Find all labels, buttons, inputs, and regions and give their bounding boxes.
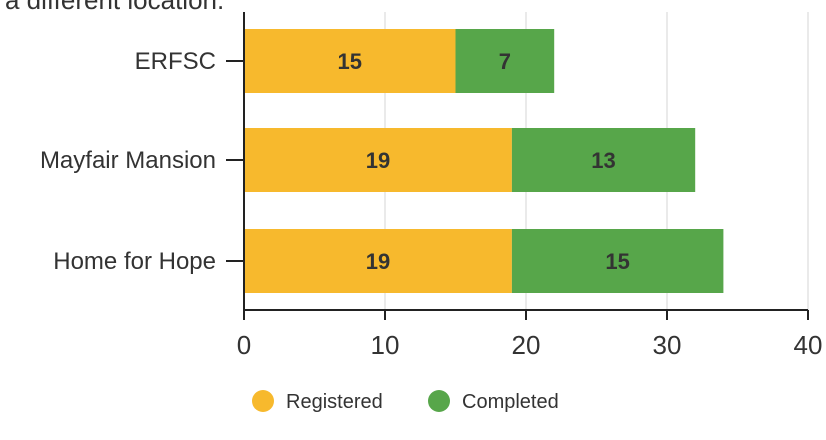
x-tick-label-20: 20 xyxy=(512,330,541,360)
bars: 15 7 19 13 19 15 xyxy=(244,29,724,293)
y-tick-label-2: Mayfair Mansion xyxy=(40,147,216,174)
bar-registered-3 xyxy=(244,229,512,293)
data-label-completed-3: 15 xyxy=(605,249,629,274)
legend-swatch-registered xyxy=(252,390,274,412)
legend: Registered Completed xyxy=(252,390,559,413)
legend-label-registered: Registered xyxy=(286,391,383,413)
x-tick-label-10: 10 xyxy=(371,330,400,360)
y-tick-label-1: ERFSC xyxy=(135,48,216,75)
data-label-registered-3: 19 xyxy=(366,249,390,274)
bar-completed-3 xyxy=(511,229,724,293)
y-tick-label-3: Home for Hope xyxy=(53,248,216,275)
bar-registered-2 xyxy=(244,128,512,192)
axes: ERFSC Mayfair Mansion Home for Hope 0 10 20 30… xyxy=(40,12,823,360)
cut-off-header-text: a different location. xyxy=(5,0,224,15)
legend-swatch-completed xyxy=(428,390,450,412)
x-tick-label-40: 40 xyxy=(794,330,823,360)
x-tick-label-30: 30 xyxy=(653,330,682,360)
legend-label-completed: Completed xyxy=(462,391,559,413)
data-label-registered-1: 15 xyxy=(338,49,362,74)
bar-registered-1 xyxy=(244,29,456,93)
x-tick-label-0: 0 xyxy=(237,330,251,360)
data-label-completed-1: 7 xyxy=(499,49,511,74)
bar-completed-2 xyxy=(511,128,696,192)
bar-completed-1 xyxy=(455,29,555,93)
data-label-registered-2: 19 xyxy=(366,148,390,173)
data-label-completed-2: 13 xyxy=(591,148,615,173)
